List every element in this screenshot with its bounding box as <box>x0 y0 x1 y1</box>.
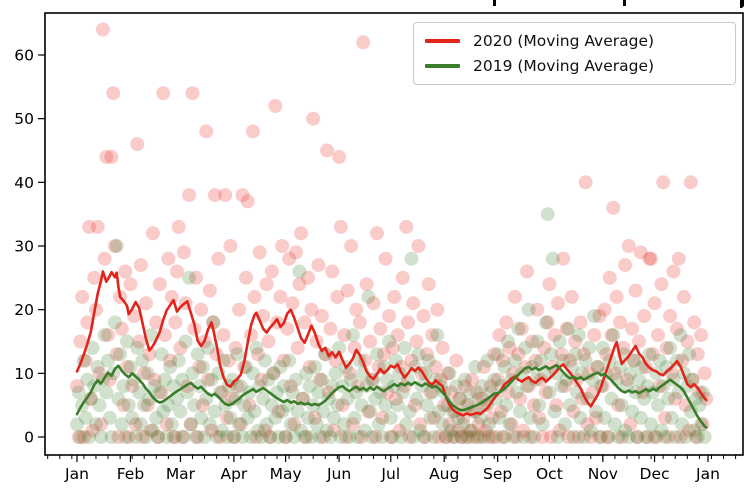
x-tick-label: May <box>270 465 302 483</box>
legend: 2020 (Moving Average) 2019 (Moving Avera… <box>413 22 736 85</box>
y-ticks <box>38 54 45 438</box>
x-tick-label: Apr <box>220 465 247 483</box>
cropped-title-fragment <box>623 0 626 6</box>
x-tick-label: Dec <box>640 465 670 483</box>
x-tick-label: Mar <box>166 465 196 483</box>
y-tick-label: 0 <box>24 429 34 447</box>
y-tick-label: 40 <box>14 174 34 192</box>
x-tick-label: Oct <box>536 465 563 483</box>
y-tick-label: 50 <box>14 110 34 128</box>
x-tick-label: Jan <box>695 465 720 483</box>
cropped-title-fragment <box>740 0 744 8</box>
y-tick-label: 20 <box>14 301 34 319</box>
x-tick-label: Jul <box>380 465 400 483</box>
legend-line-swatch-2019 <box>425 64 460 68</box>
y-tick-label: 60 <box>14 46 34 64</box>
legend-line-swatch-2020 <box>425 39 460 43</box>
legend-label-2019: 2019 (Moving Average) <box>473 57 655 75</box>
x-tick-label: Nov <box>588 465 618 483</box>
x-tick-label: Jun <box>326 465 351 483</box>
x-tick-label: Jan <box>64 465 89 483</box>
y-tick-label: 10 <box>14 365 34 383</box>
x-tick-label: Sep <box>483 465 512 483</box>
legend-item-2019: 2019 (Moving Average) <box>425 57 735 75</box>
legend-item-2020: 2020 (Moving Average) <box>425 32 735 50</box>
x-major-ticks <box>76 455 709 462</box>
plot-frame <box>44 12 744 456</box>
legend-label-2020: 2020 (Moving Average) <box>473 32 655 50</box>
scatter-points-2020-daily <box>70 22 714 444</box>
y-tick-label: 30 <box>14 237 34 255</box>
x-tick-label: Feb <box>117 465 144 483</box>
cropped-title-fragment <box>493 0 496 6</box>
x-tick-label: Aug <box>429 465 459 483</box>
line-2019-(moving-average) <box>75 363 708 429</box>
x-minor-ticks <box>47 455 737 459</box>
line-2020-(moving-average) <box>75 270 708 417</box>
